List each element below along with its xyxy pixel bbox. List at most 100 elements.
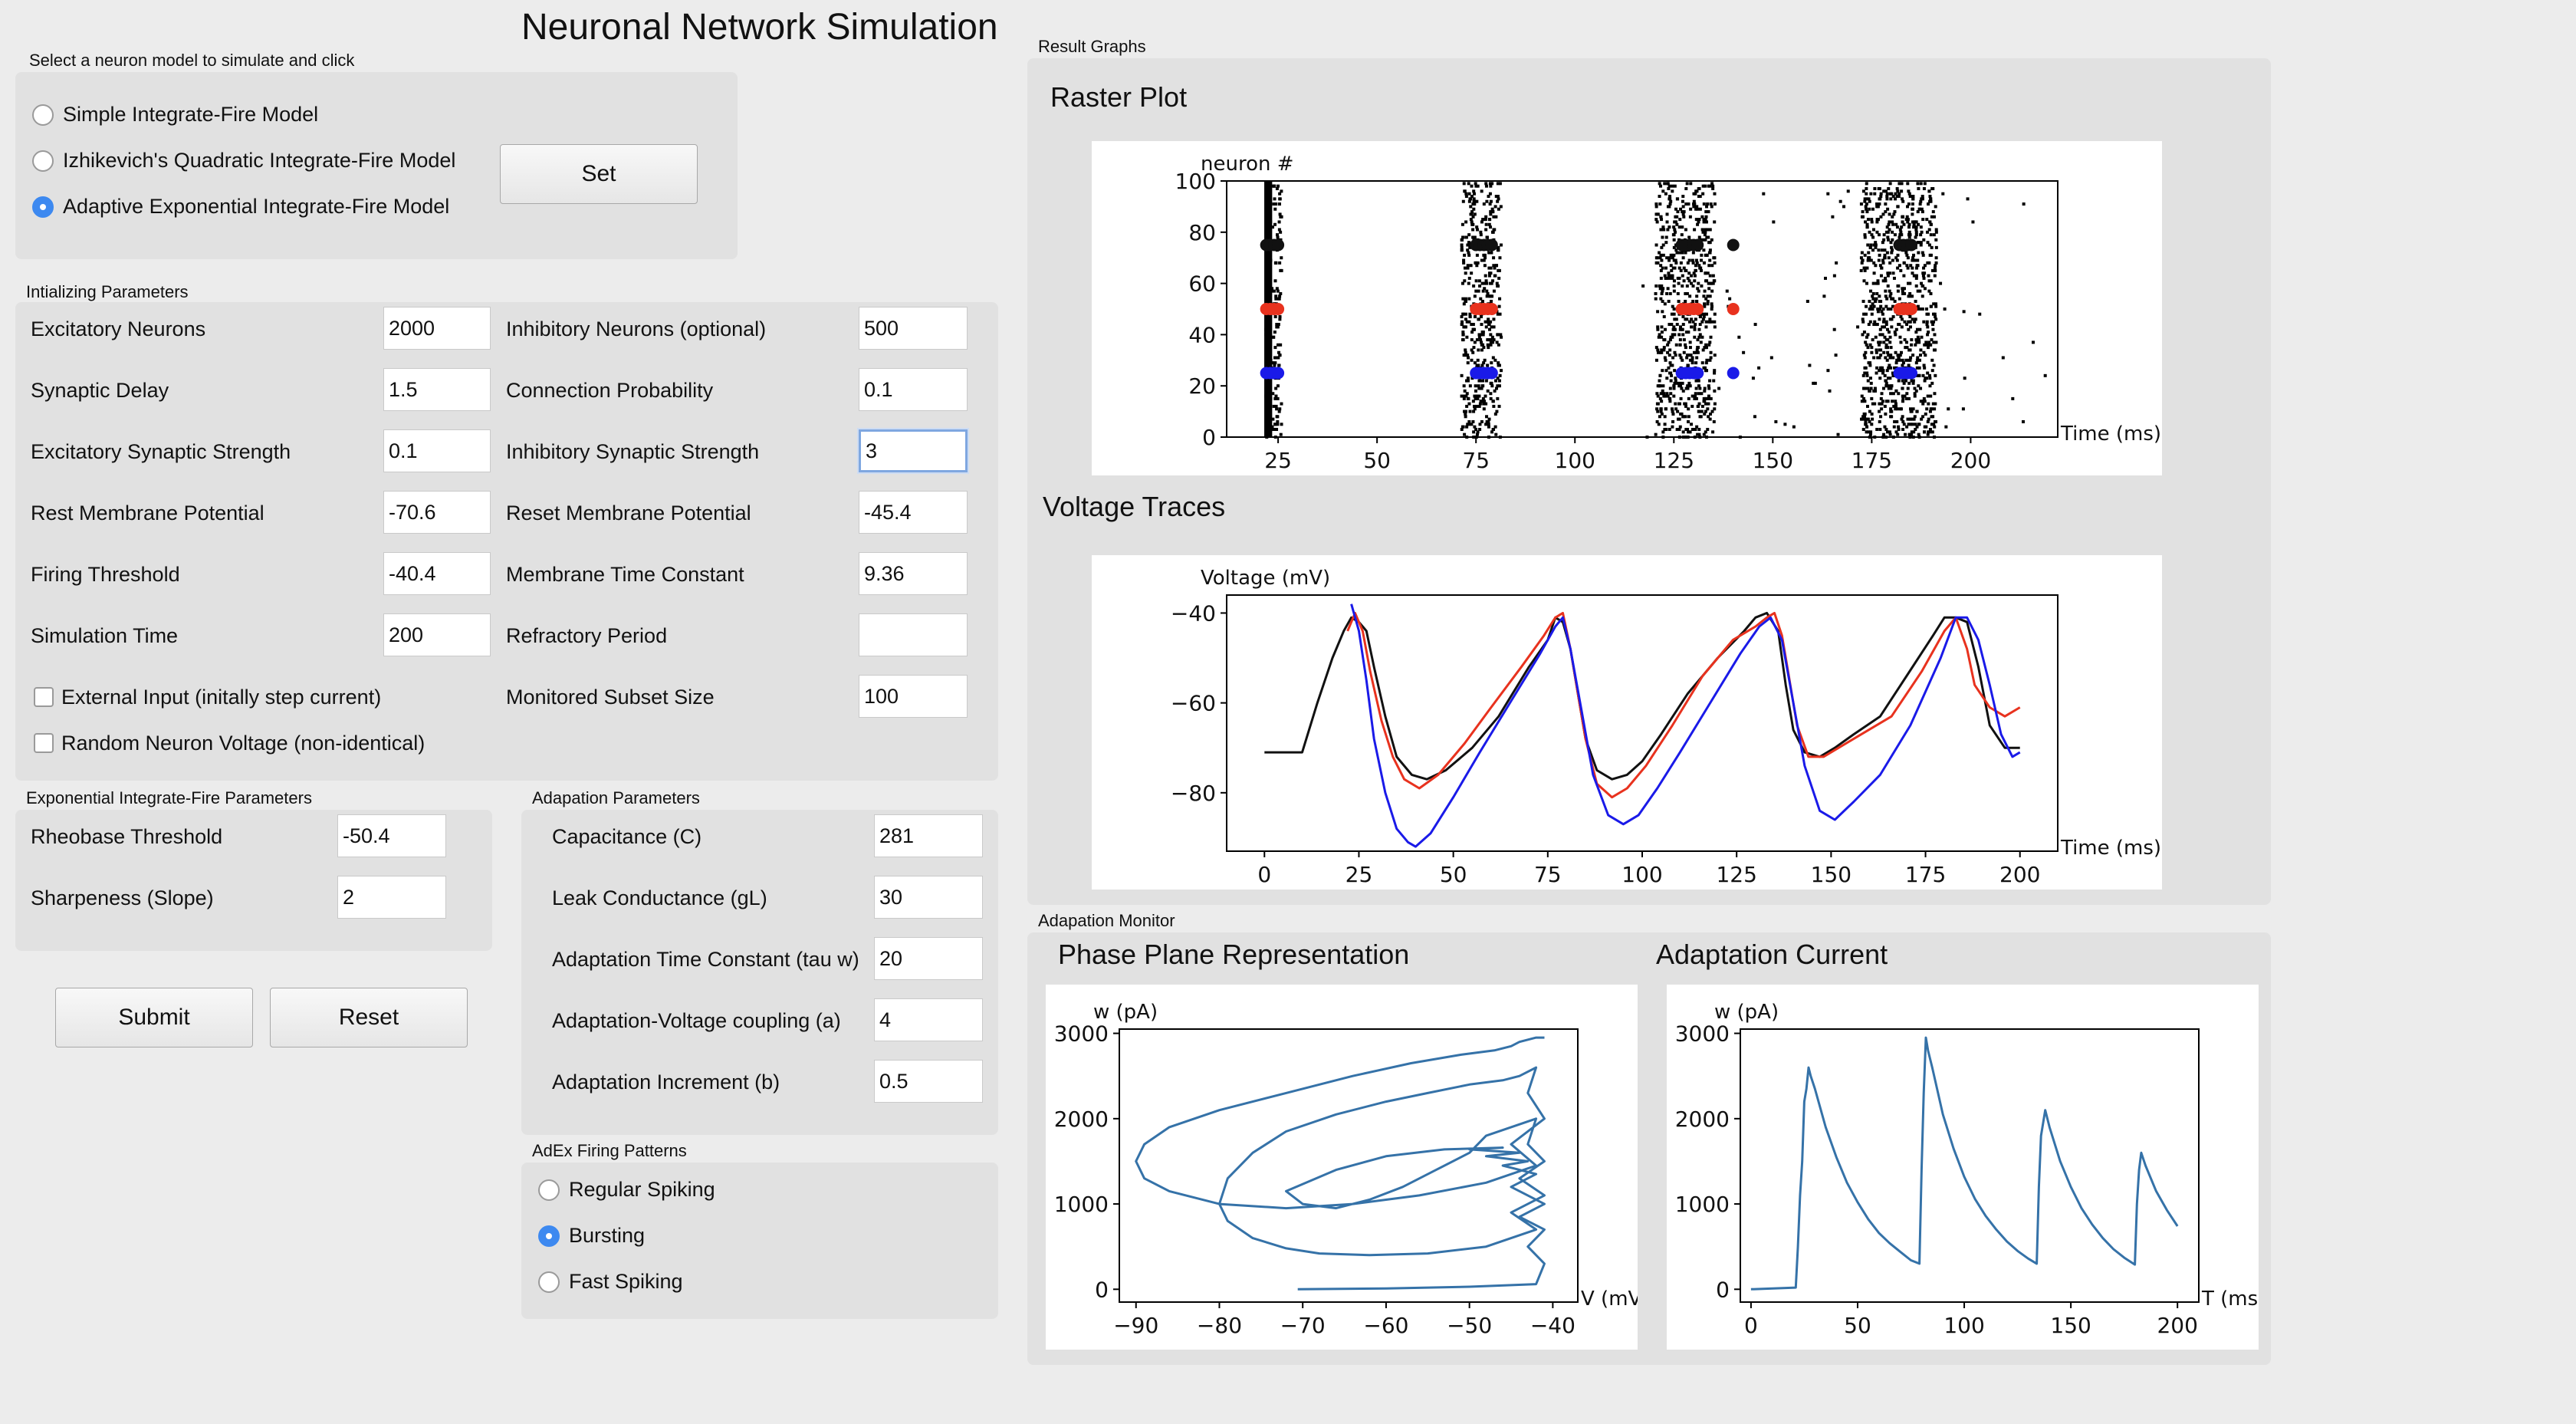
- coupling-input[interactable]: [874, 998, 983, 1041]
- raster-spike: [1881, 386, 1885, 390]
- raster-spike: [1712, 379, 1716, 383]
- tau-w-input[interactable]: [874, 937, 983, 980]
- raster-spike: [1692, 271, 1696, 275]
- random-voltage-checkbox[interactable]: [34, 733, 54, 753]
- raster-spike: [1911, 256, 1915, 260]
- firing-threshold-input[interactable]: [383, 552, 491, 595]
- raster-spike: [1896, 189, 1900, 193]
- connection-probability-input[interactable]: [859, 368, 968, 411]
- raster-spike: [1496, 182, 1500, 186]
- raster-spike: [1495, 340, 1499, 344]
- raster-spike: [1868, 389, 1871, 393]
- raster-spike: [1696, 350, 1700, 354]
- raster-spike: [1930, 430, 1934, 434]
- raster-spike: [1669, 253, 1673, 257]
- raster-spike: [1704, 297, 1708, 301]
- raster-spike: [1710, 302, 1714, 306]
- synaptic-delay-input[interactable]: [383, 368, 491, 411]
- raster-spike: [1909, 423, 1913, 426]
- raster-spike: [1920, 230, 1924, 234]
- submit-button[interactable]: Submit: [55, 988, 253, 1047]
- set-button[interactable]: Set: [500, 144, 698, 204]
- raster-spike: [1870, 350, 1874, 354]
- reset-potential-input[interactable]: [859, 491, 968, 534]
- raster-spike: [1922, 320, 1926, 324]
- raster-spike: [1489, 299, 1493, 303]
- raster-spike: [1904, 251, 1908, 255]
- raster-spike: [1911, 207, 1914, 211]
- radio-izhikevich[interactable]: [32, 150, 54, 172]
- raster-spike: [1878, 264, 1882, 268]
- radio-label-fast-spiking[interactable]: Fast Spiking: [569, 1270, 683, 1293]
- increment-input[interactable]: [874, 1060, 983, 1103]
- voltage-x-tick-label: 175: [1905, 862, 1946, 887]
- raster-spike: [1677, 384, 1681, 388]
- membrane-time-constant-input[interactable]: [859, 552, 968, 595]
- radio-fast-spiking[interactable]: [538, 1271, 560, 1293]
- raster-spike: [1929, 222, 1933, 226]
- radio-label-bursting[interactable]: Bursting: [569, 1224, 646, 1247]
- radio-simple-if[interactable]: [32, 104, 54, 126]
- raster-spike: [1480, 281, 1484, 285]
- raster-y-tick-label: 100: [1175, 169, 1216, 194]
- sharpness-input[interactable]: [337, 876, 446, 919]
- excitatory-strength-input[interactable]: [383, 429, 491, 472]
- raster-spike: [1934, 402, 1937, 406]
- raster-spike: [1904, 379, 1907, 383]
- raster-spike: [1697, 432, 1701, 436]
- adaptation-current-line-0: [1750, 1036, 2179, 1291]
- raster-spike: [1682, 415, 1686, 419]
- radio-adex[interactable]: [32, 196, 54, 218]
- raster-spike: [1461, 235, 1465, 239]
- raster-spike: [1492, 256, 1496, 260]
- raster-spike: [1884, 381, 1888, 385]
- adaptation-monitor-title: Adapation Monitor: [1038, 911, 1175, 930]
- raster-spike: [1884, 279, 1888, 283]
- raster-spike: [1280, 268, 1283, 272]
- simulation-time-input[interactable]: [383, 613, 491, 656]
- radio-label-simple-if[interactable]: Simple Integrate-Fire Model: [63, 103, 319, 126]
- raster-spike: [1273, 331, 1276, 334]
- raster-spike: [1700, 312, 1704, 316]
- raster-spike: [1884, 343, 1888, 347]
- raster-spike: [1264, 394, 1268, 398]
- raster-spike: [1677, 266, 1681, 270]
- raster-spike: [1678, 338, 1682, 342]
- raster-spike: [1927, 417, 1930, 421]
- raster-spike: [1876, 218, 1880, 222]
- raster-spike: [1893, 366, 1897, 370]
- monitored-subset-input[interactable]: [859, 675, 968, 718]
- label-external-input[interactable]: External Input (initally step current): [61, 686, 382, 709]
- leak-input[interactable]: [874, 876, 983, 919]
- raster-spike: [1707, 415, 1710, 419]
- reset-button[interactable]: Reset: [270, 988, 468, 1047]
- raster-x-tick-label: 200: [1950, 448, 1991, 473]
- raster-spike: [1265, 436, 1269, 439]
- refractory-period-input[interactable]: [859, 613, 968, 656]
- radio-label-adex[interactable]: Adaptive Exponential Integrate-Fire Mode…: [63, 195, 450, 218]
- external-input-checkbox[interactable]: [34, 687, 54, 707]
- raster-spike: [1469, 218, 1473, 222]
- raster-spike: [1477, 386, 1481, 390]
- radio-label-izhikevich[interactable]: Izhikevich's Quadratic Integrate-Fire Mo…: [63, 149, 456, 172]
- capacitance-input[interactable]: [874, 814, 983, 857]
- inhibitory-neurons-input[interactable]: [859, 307, 968, 350]
- raster-spike: [1865, 281, 1869, 285]
- inhibitory-strength-input[interactable]: [859, 429, 968, 472]
- radio-label-regular-spiking[interactable]: Regular Spiking: [569, 1178, 715, 1201]
- raster-spike: [1869, 192, 1873, 196]
- rheobase-input[interactable]: [337, 814, 446, 857]
- excitatory-neurons-input[interactable]: [383, 307, 491, 350]
- label-random-voltage[interactable]: Random Neuron Voltage (non-identical): [61, 732, 426, 755]
- rest-potential-input[interactable]: [383, 491, 491, 534]
- raster-spike: [1674, 377, 1677, 380]
- raster-spike: [1900, 225, 1904, 229]
- raster-spike: [1462, 258, 1466, 262]
- raster-spike: [1905, 215, 1909, 219]
- raster-spike: [1695, 294, 1699, 298]
- raster-spike: [1909, 325, 1913, 329]
- radio-bursting[interactable]: [538, 1225, 560, 1247]
- radio-regular-spiking[interactable]: [538, 1179, 560, 1201]
- raster-spike: [1665, 291, 1669, 295]
- raster-spike: [1474, 389, 1477, 393]
